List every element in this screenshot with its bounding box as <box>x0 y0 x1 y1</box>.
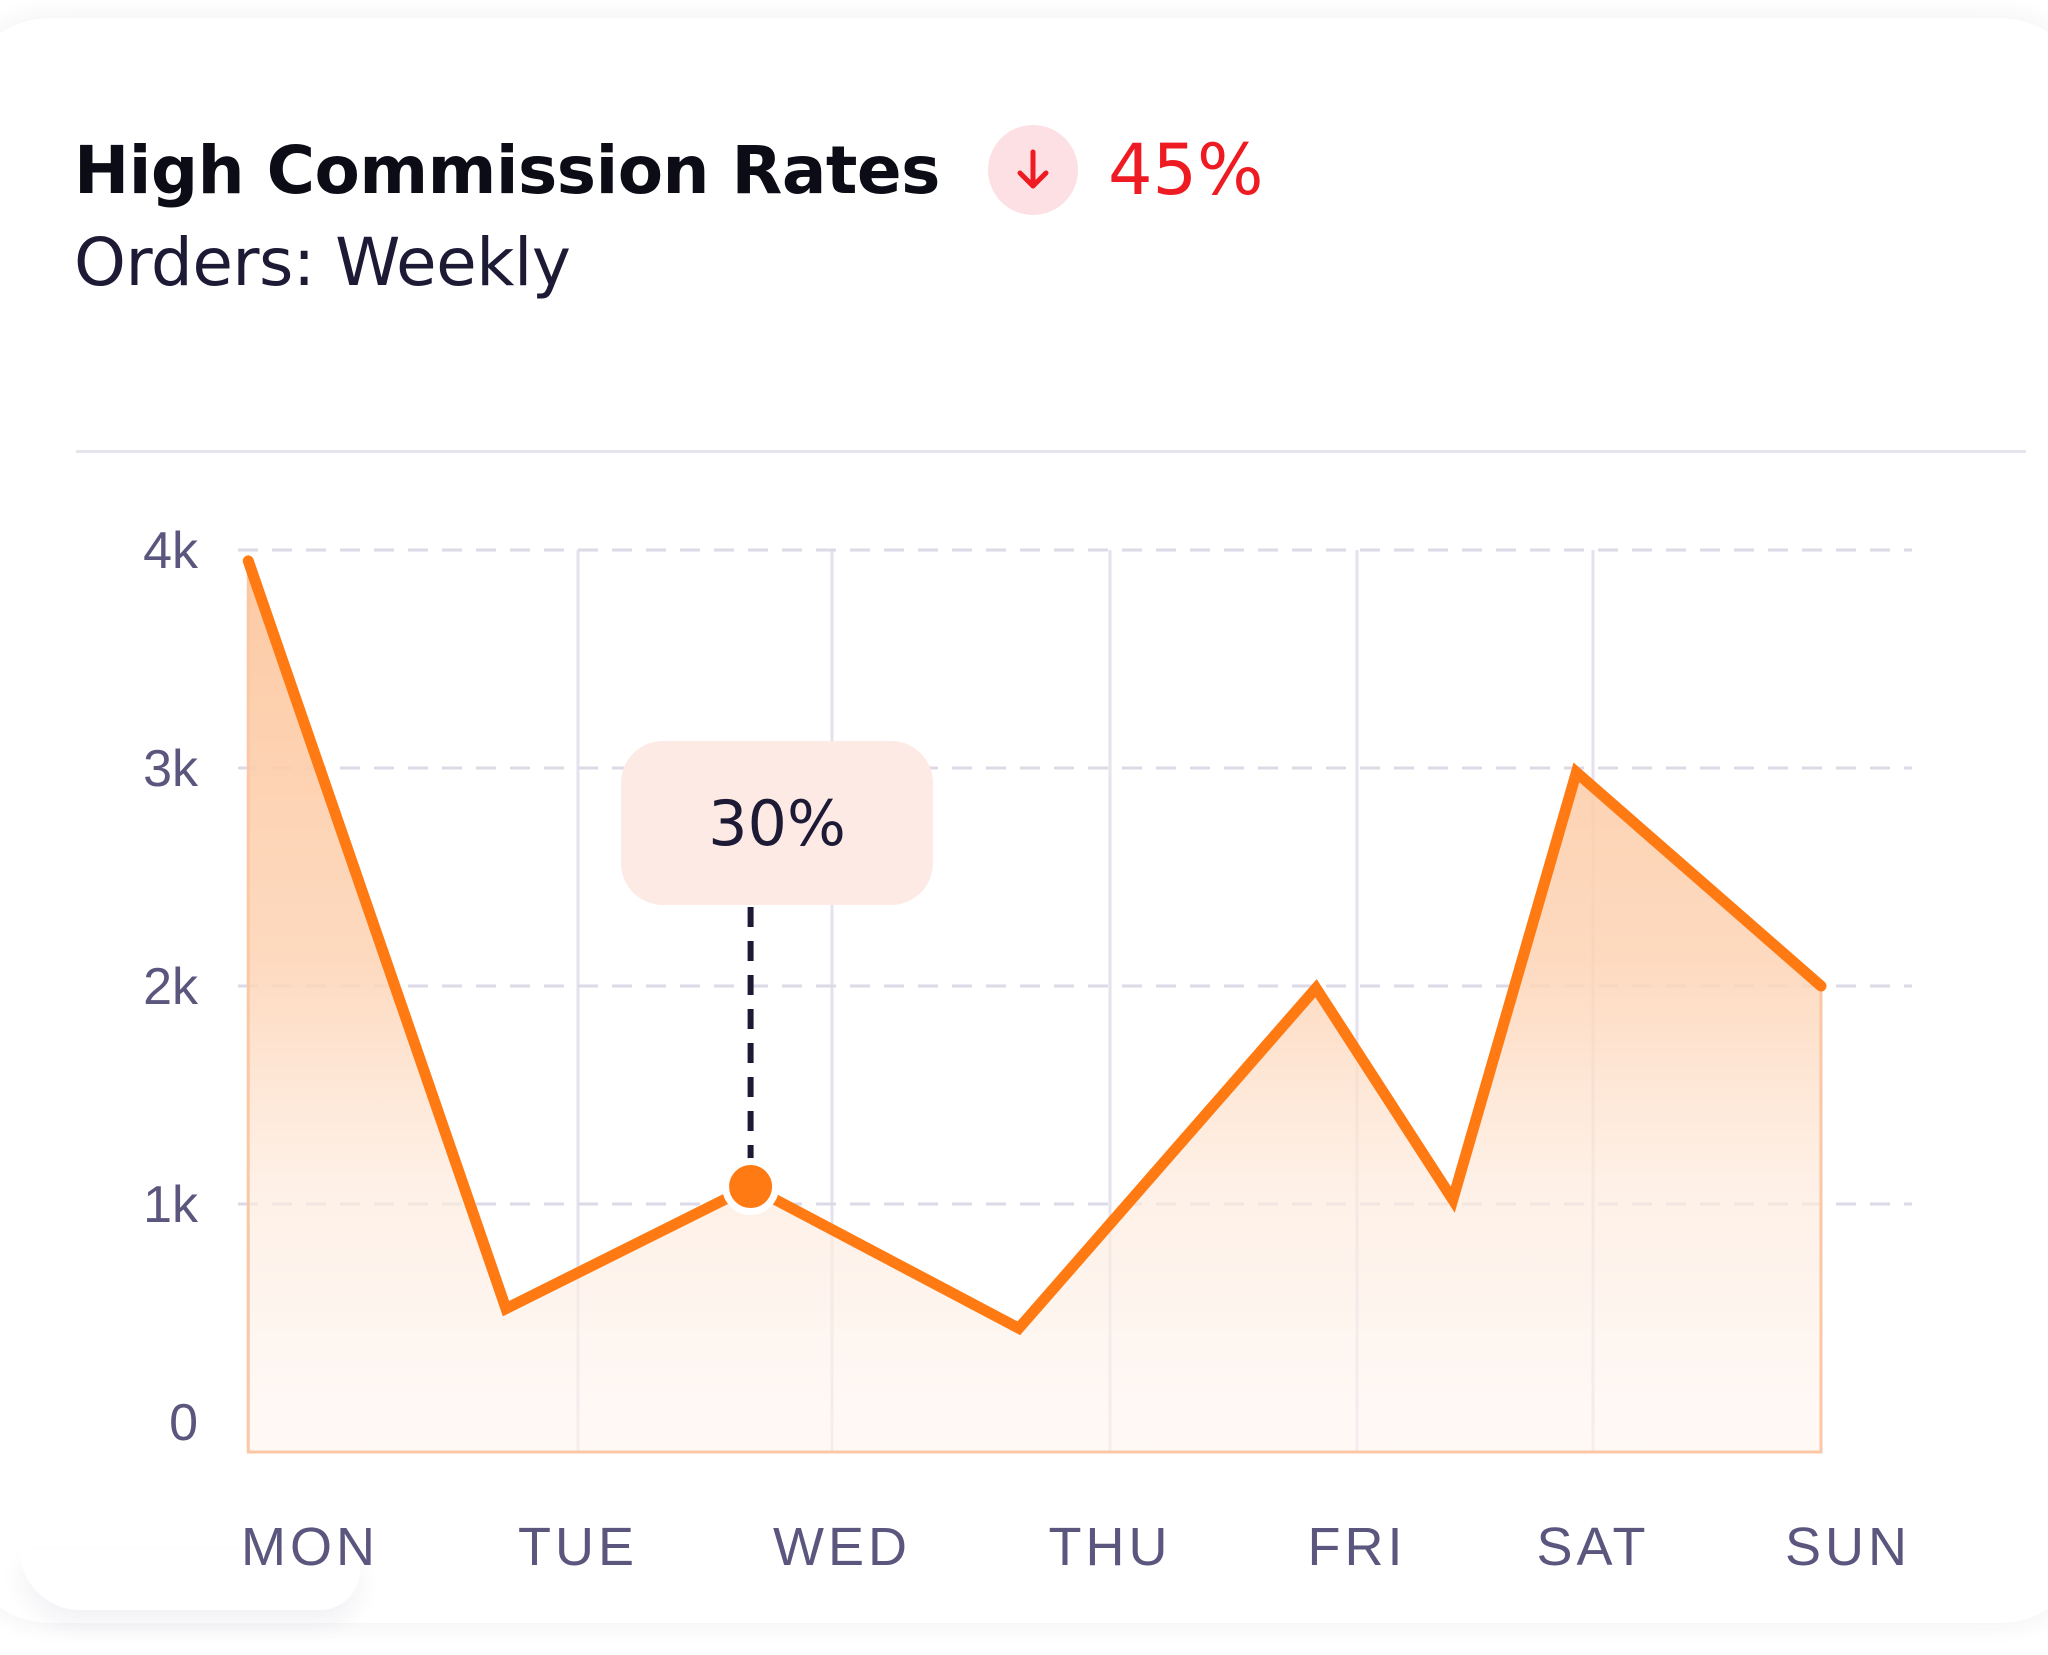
card-shadow-edge <box>20 1550 360 1610</box>
y-tick-label: 0 <box>169 1394 198 1452</box>
series-polyline <box>242 555 1827 1336</box>
chart-subtitle: Orders: Weekly <box>74 224 571 301</box>
y-tick-label: 3k <box>143 740 199 798</box>
x-tick-label: WED <box>773 1517 911 1577</box>
x-tick-label: THU <box>1049 1517 1172 1577</box>
chart-header: High Commission Rates 45% Orders: Weekly <box>74 120 1264 301</box>
chart-title: High Commission Rates <box>74 131 940 209</box>
x-tick-label: TUE <box>518 1517 638 1577</box>
header-divider <box>76 450 2026 453</box>
trend-badge <box>987 125 1078 215</box>
x-tick-label: FRI <box>1308 1517 1407 1577</box>
x-tick-label: SAT <box>1536 1517 1649 1577</box>
highlight-marker <box>722 907 780 1216</box>
y-tick-label: 2k <box>143 958 199 1016</box>
x-tick-label: MON <box>241 1517 379 1577</box>
trend-value: 45% <box>1107 129 1264 211</box>
y-tick-label: 1k <box>143 1176 199 1234</box>
y-axis: 0 1k 2k 3k 4k <box>143 522 199 1452</box>
value-tooltip: 30% <box>621 741 933 905</box>
y-tick-label: 4k <box>143 522 199 580</box>
x-tick-label: SUN <box>1785 1517 1911 1577</box>
arrow-down-icon <box>1017 149 1049 189</box>
x-axis: MON TUE WED THU FRI SAT SUN <box>241 1517 1911 1577</box>
highlight-point <box>722 1158 780 1216</box>
series-line <box>242 555 1827 1336</box>
title-row: High Commission Rates 45% <box>74 120 1264 220</box>
